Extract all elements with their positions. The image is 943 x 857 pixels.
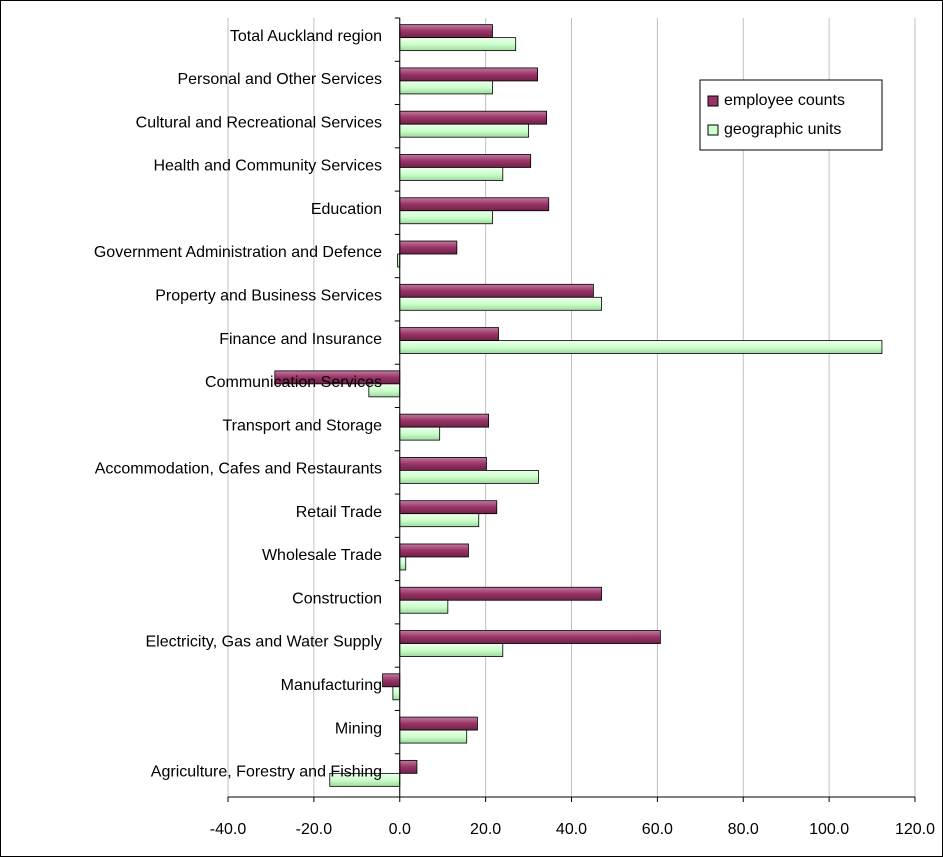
y-tick-label: Finance and Insurance — [219, 331, 382, 348]
y-tick-label: Wholesale Trade — [262, 547, 382, 564]
bar — [399, 729, 468, 744]
bar — [399, 67, 538, 82]
bar — [399, 643, 504, 657]
bar — [399, 210, 493, 225]
bar — [399, 599, 449, 614]
bar — [399, 340, 883, 354]
bar — [399, 426, 441, 441]
bar — [399, 154, 532, 168]
y-tick-label: Communication Services — [205, 374, 382, 391]
x-tick-label: 20.0 — [470, 821, 501, 838]
bar — [399, 24, 493, 39]
bar — [399, 197, 550, 212]
legend-label: geographic units — [724, 121, 841, 138]
bar — [399, 123, 529, 138]
x-tick-label: 0.0 — [389, 821, 411, 838]
y-tick-label: Property and Business Services — [155, 288, 382, 305]
bar — [399, 543, 469, 558]
legend-swatch — [707, 95, 719, 107]
y-tick-label: Construction — [292, 590, 382, 607]
bar — [399, 37, 517, 52]
bar — [399, 513, 480, 528]
bar — [399, 716, 478, 731]
bar — [392, 686, 401, 701]
bar — [399, 556, 407, 571]
x-tick-label: -40.0 — [210, 821, 247, 838]
legend-swatch — [707, 124, 719, 136]
bar — [399, 110, 547, 125]
y-tick-label: Government Administration and Defence — [94, 244, 382, 261]
bar — [399, 759, 418, 774]
y-tick-label: Accommodation, Cafes and Restaurants — [95, 461, 382, 478]
x-tick-label: 80.0 — [728, 821, 759, 838]
bar — [399, 586, 602, 601]
y-tick-label: Mining — [335, 720, 382, 737]
bar — [399, 500, 498, 515]
y-tick-label: Personal and Other Services — [177, 71, 382, 88]
y-tick-label: Agriculture, Forestry and Fishing — [151, 764, 382, 781]
x-tick-label: 60.0 — [642, 821, 673, 838]
y-tick-label: Manufacturing — [281, 677, 382, 694]
x-tick-label: -20.0 — [296, 821, 333, 838]
bar — [399, 296, 602, 311]
y-tick-label: Retail Trade — [296, 504, 382, 521]
y-tick-label: Education — [311, 201, 382, 218]
bar — [399, 327, 499, 341]
bar — [399, 470, 539, 484]
bar — [399, 80, 493, 95]
bar — [399, 457, 487, 471]
bar — [399, 240, 458, 255]
bar — [382, 673, 401, 688]
legend-box — [699, 79, 883, 151]
y-tick-label: Total Auckland region — [230, 28, 382, 45]
x-tick-label: 40.0 — [556, 821, 587, 838]
bar — [399, 283, 594, 298]
y-tick-label: Cultural and Recreational Services — [136, 114, 382, 131]
legend-label: employee counts — [724, 92, 845, 109]
bar — [399, 630, 661, 644]
y-tick-label: Transport and Storage — [223, 417, 383, 434]
bar — [399, 413, 490, 428]
x-tick-label: 120.0 — [895, 821, 935, 838]
y-tick-label: Health and Community Services — [153, 158, 382, 175]
y-tick-label: Electricity, Gas and Water Supply — [145, 634, 382, 651]
bar — [399, 167, 504, 181]
x-tick-label: 100.0 — [809, 821, 849, 838]
